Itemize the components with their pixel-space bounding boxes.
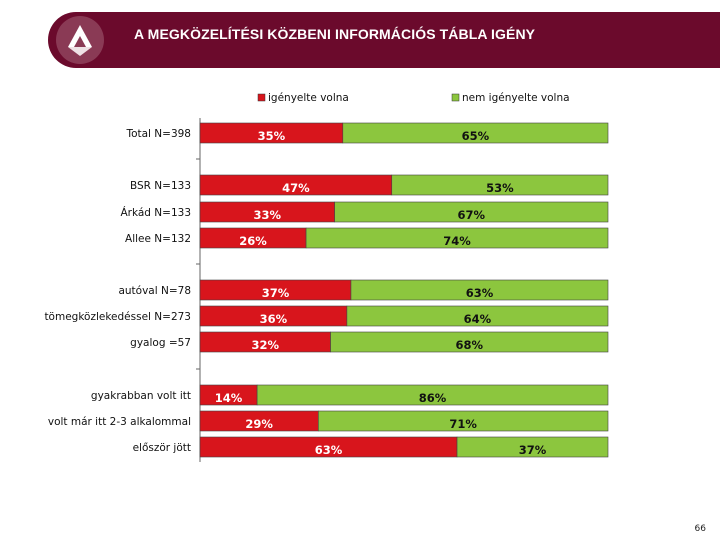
category-label: BSR N=133 (130, 180, 191, 192)
category-label: Árkád N=133 (120, 206, 191, 219)
category-label: autóval N=78 (118, 285, 191, 297)
bar-segment-nem-igenyelte (334, 201, 609, 223)
data-label-igenyelte: 63% (315, 443, 343, 457)
bar-segment-nem-igenyelte (350, 279, 609, 301)
header-banner: A MEGKÖZELÍTÉSI KÖZBENI INFORMÁCIÓS TÁBL… (48, 12, 720, 68)
data-label-igenyelte: 35% (258, 129, 286, 143)
category-label: gyakrabban volt itt (91, 390, 191, 402)
data-label-nem-igenyelte: 53% (486, 181, 514, 195)
data-label-igenyelte: 29% (245, 417, 273, 431)
data-label-igenyelte: 14% (215, 391, 243, 405)
data-label-nem-igenyelte: 65% (462, 129, 490, 143)
bar-segment-nem-igenyelte (318, 410, 609, 432)
data-label-igenyelte: 33% (254, 208, 282, 222)
data-label-igenyelte: 37% (262, 286, 290, 300)
page-title: A MEGKÖZELÍTÉSI KÖZBENI INFORMÁCIÓS TÁBL… (134, 26, 536, 42)
data-label-nem-igenyelte: 74% (443, 234, 471, 248)
bar-segment-nem-igenyelte (456, 436, 609, 458)
legend-label-2: nem igényelte volna (462, 92, 570, 104)
bar-segment-nem-igenyelte (256, 384, 609, 406)
category-label: Allee N=132 (125, 233, 191, 245)
bar-segment-nem-igenyelte (305, 227, 609, 249)
category-label: volt már itt 2-3 alkalommal (48, 416, 191, 428)
data-label-nem-igenyelte: 63% (466, 286, 494, 300)
triangle-logo-icon (56, 16, 104, 64)
data-label-nem-igenyelte: 71% (449, 417, 477, 431)
data-label-igenyelte: 26% (239, 234, 267, 248)
legend-swatch-1 (257, 93, 266, 102)
bar-segment-nem-igenyelte (391, 174, 609, 196)
legend-label-1: igényelte volna (268, 92, 349, 104)
category-label: először jött (133, 442, 191, 454)
data-label-nem-igenyelte: 37% (519, 443, 547, 457)
category-label: gyalog =57 (130, 337, 191, 349)
data-label-igenyelte: 32% (252, 338, 280, 352)
bar-segment-nem-igenyelte (346, 305, 609, 327)
data-label-nem-igenyelte: 67% (458, 208, 486, 222)
data-label-igenyelte: 36% (260, 312, 288, 326)
data-label-nem-igenyelte: 64% (464, 312, 492, 326)
data-label-igenyelte: 47% (282, 181, 310, 195)
category-label: Total N=398 (125, 128, 191, 140)
data-label-nem-igenyelte: 68% (456, 338, 484, 352)
data-label-nem-igenyelte: 86% (419, 391, 447, 405)
category-label: tömegközlekedéssel N=273 (44, 311, 191, 323)
bar-segment-nem-igenyelte (330, 331, 609, 353)
page-number: 66 (694, 524, 706, 534)
legend-swatch-2 (451, 93, 460, 102)
bar-segment-nem-igenyelte (342, 122, 609, 144)
